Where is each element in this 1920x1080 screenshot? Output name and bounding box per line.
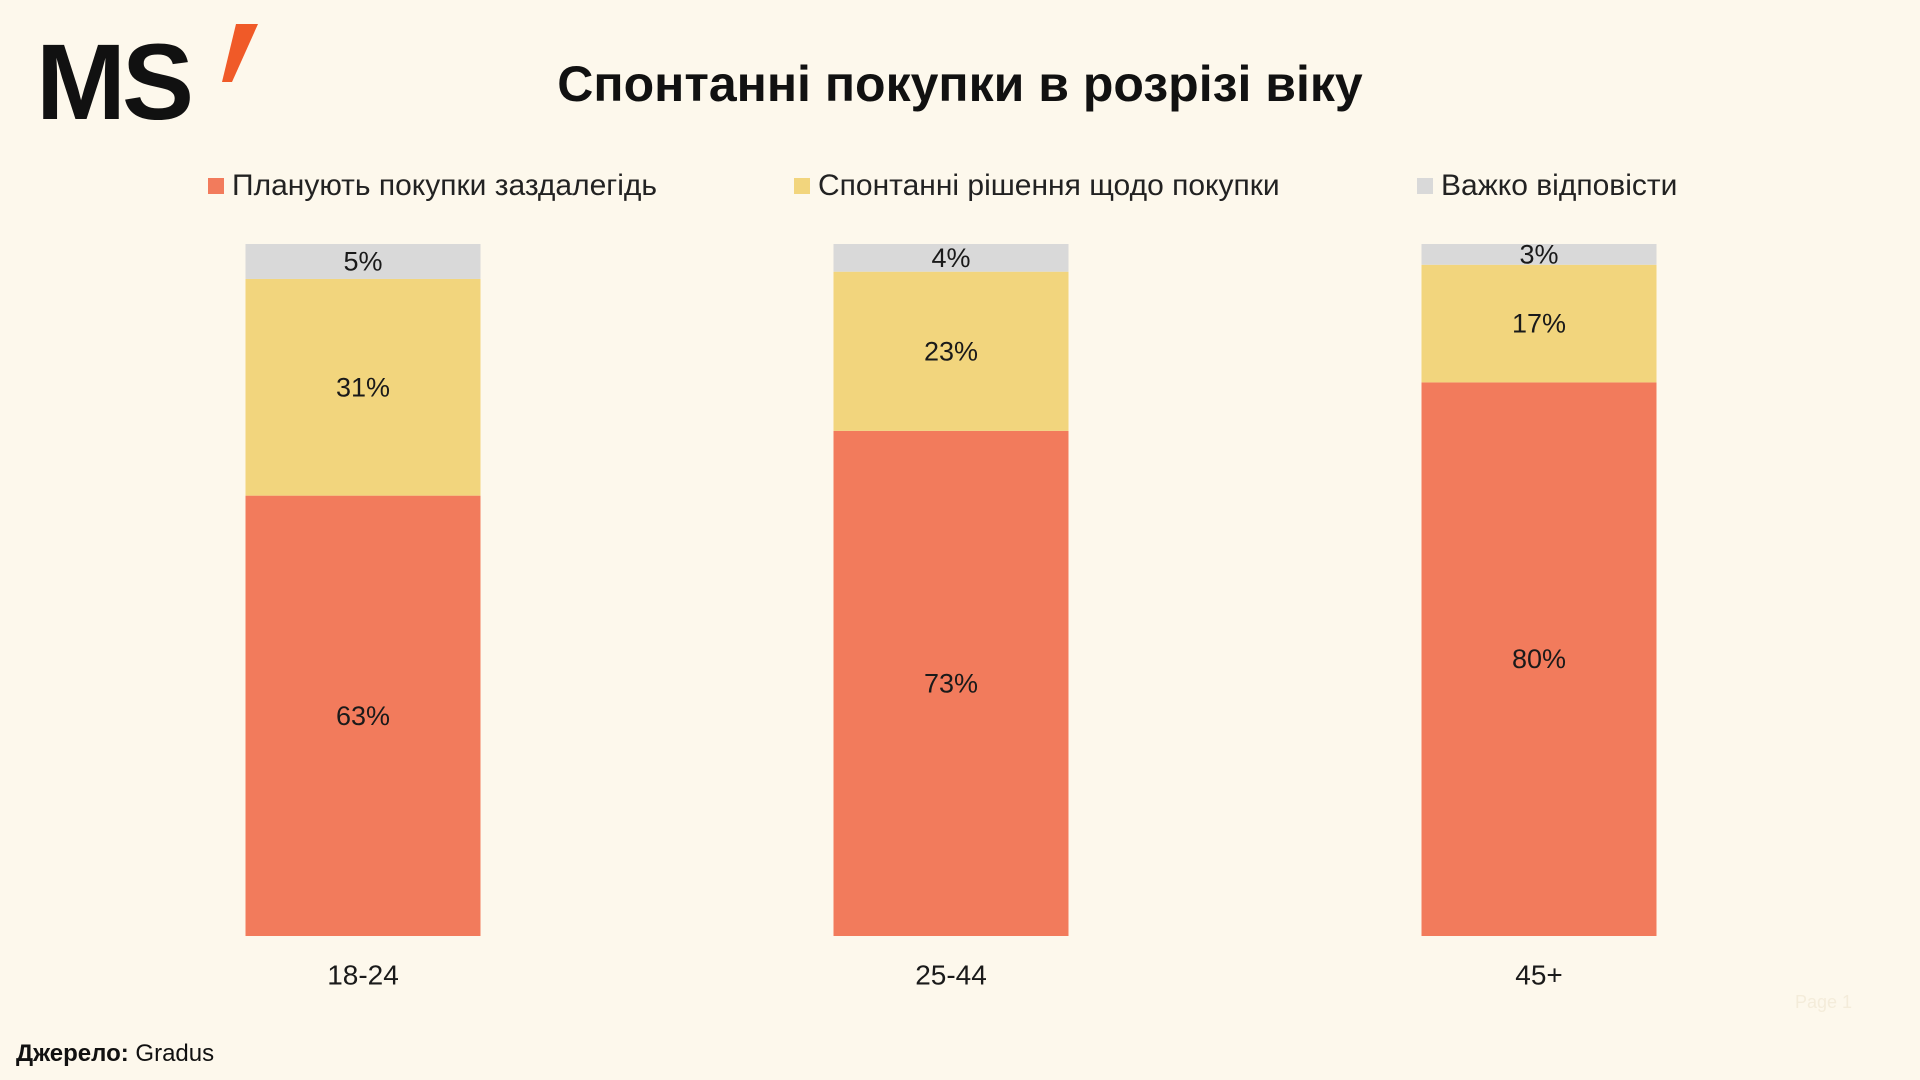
legend-label-spontaneous: Спонтанні рішення щодо покупки bbox=[818, 169, 1280, 202]
page-title: Спонтанні покупки в розрізі віку bbox=[557, 56, 1363, 112]
page-mark: Page 1 bbox=[1795, 992, 1853, 1012]
legend-label-planned: Планують покупки заздалегідь bbox=[232, 169, 658, 202]
bar-segment bbox=[833, 271, 1069, 431]
logo-text: MS bbox=[36, 21, 194, 142]
bar-segment bbox=[833, 430, 1069, 936]
bar-segment bbox=[245, 244, 481, 279]
bar-segment bbox=[1421, 382, 1657, 936]
chart-legend: Планують покупки заздалегідь Спонтанні р… bbox=[0, 166, 1920, 206]
legend-item-planned: Планують покупки заздалегідь bbox=[208, 166, 657, 206]
data-label: 63% bbox=[336, 701, 390, 731]
source-value: Gradus bbox=[135, 1040, 215, 1067]
legend-swatch-planned bbox=[208, 178, 224, 194]
bar-segment bbox=[833, 244, 1069, 272]
data-label: 4% bbox=[931, 243, 970, 273]
bar-segment bbox=[1421, 244, 1657, 265]
bar-segment bbox=[245, 495, 481, 936]
data-label: 5% bbox=[343, 246, 382, 276]
data-label: 23% bbox=[924, 336, 978, 366]
category-label: 18-24 bbox=[327, 960, 399, 991]
legend-label-hard-to-answer: Важко відповісти bbox=[1441, 169, 1678, 202]
data-label: 31% bbox=[336, 372, 390, 402]
logo: MS bbox=[36, 22, 266, 136]
source-note: Джерело: Gradus bbox=[16, 1040, 214, 1068]
category-label: 25-44 bbox=[915, 960, 987, 991]
data-label: 73% bbox=[924, 668, 978, 698]
data-label: 17% bbox=[1512, 309, 1566, 339]
logo-accent-shape bbox=[222, 24, 258, 82]
legend-swatch-hard-to-answer bbox=[1417, 178, 1433, 194]
bar-segment bbox=[245, 278, 481, 496]
source-label: Джерело: bbox=[16, 1040, 129, 1067]
stacked-bar-chart: 63% 31% 5% 18-24 73% 23% 4% 25-44 80% 17% 3% 45+ bbox=[245, 239, 1657, 991]
legend-item-hard-to-answer: Важко відповісти bbox=[1417, 166, 1677, 206]
legend-swatch-spontaneous bbox=[794, 178, 810, 194]
category-label: 45+ bbox=[1515, 960, 1563, 991]
data-label: 80% bbox=[1512, 644, 1566, 674]
logo-accent-icon bbox=[222, 24, 258, 82]
data-label: 3% bbox=[1519, 239, 1558, 269]
bar-segment bbox=[1421, 264, 1657, 383]
legend-item-spontaneous: Спонтанні рішення щодо покупки bbox=[794, 166, 1280, 206]
